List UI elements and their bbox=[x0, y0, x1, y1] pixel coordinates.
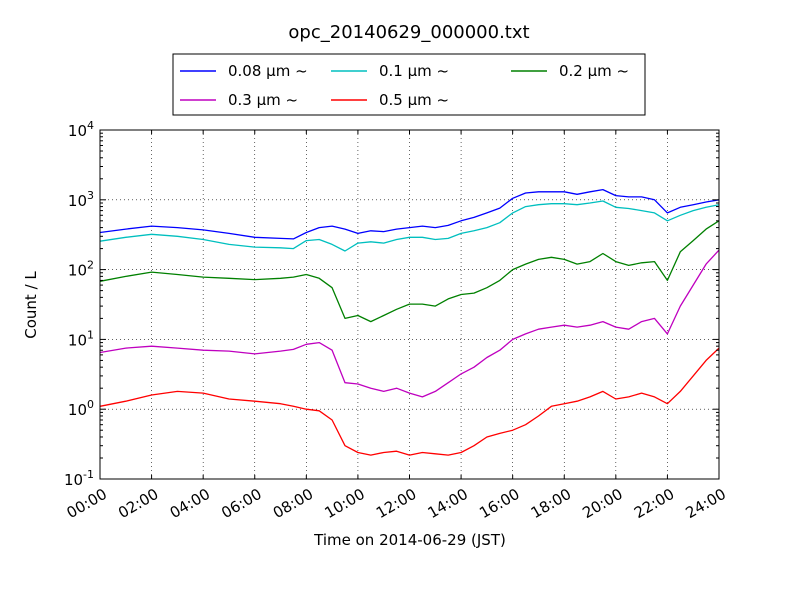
x-tick-label: 04:00 bbox=[167, 485, 213, 522]
x-tick-label: 14:00 bbox=[425, 485, 471, 522]
x-tick-label: 06:00 bbox=[218, 485, 264, 522]
x-tick-label: 00:00 bbox=[64, 485, 110, 522]
y-tick-label: 102 bbox=[68, 259, 94, 280]
series-line-5 bbox=[99, 347, 720, 456]
x-axis-label: Time on 2014-06-29 (JST) bbox=[313, 531, 506, 549]
legend-label: 0.5 μm ~ bbox=[379, 91, 449, 109]
y-tick-label: 101 bbox=[68, 328, 94, 349]
x-tick-label: 22:00 bbox=[631, 485, 677, 522]
y-axis: 10-1 100 101 102 103 104 bbox=[64, 119, 719, 489]
series-layer bbox=[99, 188, 720, 456]
y-tick-label: 103 bbox=[68, 189, 94, 210]
series-line-1 bbox=[99, 188, 720, 240]
y-tick-label: 10-1 bbox=[64, 468, 94, 489]
x-tick-label: 08:00 bbox=[270, 485, 316, 522]
series-line-2 bbox=[99, 200, 720, 252]
x-tick-label: 10:00 bbox=[321, 485, 367, 522]
legend-label: 0.1 μm ~ bbox=[379, 62, 449, 80]
legend-label: 0.2 μm ~ bbox=[559, 62, 629, 80]
x-tick-label: 18:00 bbox=[528, 485, 574, 522]
x-tick-label: 20:00 bbox=[579, 485, 625, 522]
legend: 0.08 μm ~ 0.1 μm ~ 0.2 μm ~ 0.3 μm ~ 0.5 μm … bbox=[172, 53, 646, 116]
legend-label: 0.3 μm ~ bbox=[228, 91, 298, 109]
x-tick-label: 24:00 bbox=[683, 485, 729, 522]
y-tick-label: 100 bbox=[68, 398, 94, 419]
y-axis-label: Count / L bbox=[22, 271, 40, 339]
legend-label: 0.08 μm ~ bbox=[228, 62, 308, 80]
x-axis: 00:00 02:00 04:00 06:00 08:00 10:00 12:00 14:00… bbox=[64, 130, 729, 522]
legend-box bbox=[172, 53, 646, 116]
series-line-3 bbox=[99, 220, 720, 323]
y-tick-label: 104 bbox=[68, 119, 94, 140]
x-tick-label: 16:00 bbox=[476, 485, 522, 522]
series-line-4 bbox=[99, 249, 720, 398]
x-tick-label: 12:00 bbox=[373, 485, 419, 522]
x-tick-label: 02:00 bbox=[115, 485, 161, 522]
chart-title: opc_20140629_000000.txt bbox=[288, 22, 529, 43]
